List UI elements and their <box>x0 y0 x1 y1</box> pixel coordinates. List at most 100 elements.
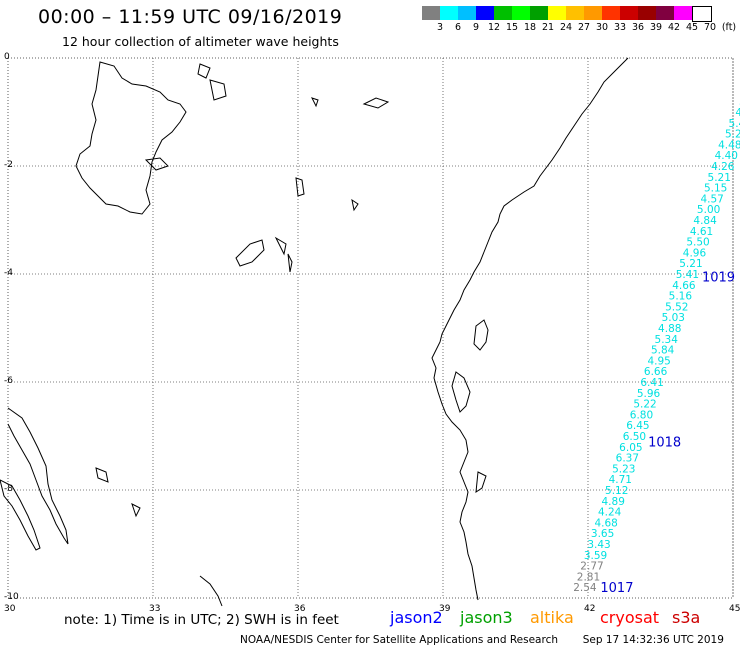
swh-value: 5.4 <box>729 118 740 130</box>
colorbar-swatch <box>674 6 692 20</box>
colorbar-swatch <box>620 6 638 20</box>
lake-tanganyika-west <box>0 479 41 551</box>
swh-value: 5.41 <box>676 269 699 281</box>
swh-value: 6.66 <box>644 366 668 378</box>
colorbar-label: 15 <box>505 22 519 33</box>
satellite-legend-entry: jason3 <box>460 608 513 627</box>
small-lake <box>209 79 227 101</box>
swh-value: 4.71 <box>609 474 632 486</box>
colorbar-swatch <box>440 6 458 20</box>
small-lake <box>295 177 305 197</box>
swh-value: 3.59 <box>584 550 607 562</box>
colorbar-swatch <box>656 6 674 20</box>
colorbar-swatch <box>692 6 712 22</box>
swh-value: 4.96 <box>683 247 707 259</box>
swh-value: 4.68 <box>594 517 617 529</box>
colorbar-swatch <box>512 6 530 20</box>
small-lake <box>351 198 359 212</box>
lake-victoria <box>75 61 187 215</box>
swh-value: 6.41 <box>640 377 663 389</box>
satellite-legend-entry: cryosat <box>600 608 660 627</box>
zanzibar-island <box>451 371 471 413</box>
colorbar-label: 18 <box>523 22 537 33</box>
small-lake <box>311 97 319 108</box>
colorbar-label: 30 <box>595 22 609 33</box>
x-tick-label: 36 <box>294 604 306 614</box>
swh-value: 5. <box>739 96 740 108</box>
colorbar: 3 6 9 12 15 18 21 24 27 30 33 36 39 42 45 70 (ft) <box>0 0 740 40</box>
pass-number-label: 1017 <box>600 581 633 596</box>
lake-rukwa <box>235 239 265 267</box>
y-tick-label: -2 <box>4 160 13 170</box>
swh-value: 5.21 <box>679 258 702 270</box>
y-tick-label: -4 <box>4 268 13 278</box>
swh-value: 5.2 <box>725 129 740 141</box>
swh-value: 4.40 <box>715 150 738 162</box>
swh-value: 4.26 <box>711 161 735 173</box>
pemba-island <box>473 319 489 351</box>
swh-track: 5.4.5.45.24.484.404.265.215.154.575.004.… <box>573 96 740 596</box>
colorbar-label: 27 <box>577 22 591 33</box>
lat-lon-grid <box>7 57 734 599</box>
credit-line: NOAA/NESDIS Center for Satellite Applica… <box>240 634 724 646</box>
satellite-legend-entry: jason2 <box>390 608 443 627</box>
y-tick-label: -10 <box>4 592 19 602</box>
swh-value: 5.22 <box>633 399 656 411</box>
footer-note: note: 1) Time is in UTC; 2) SWH is in fe… <box>64 612 339 628</box>
swh-value: 5.03 <box>662 312 685 324</box>
swh-value: 5.15 <box>704 183 727 195</box>
swh-value: 4.57 <box>700 193 723 205</box>
colorbar-label: 12 <box>487 22 501 33</box>
swh-value: 3.65 <box>591 528 614 540</box>
colorbar-label: 24 <box>559 22 573 33</box>
colorbar-swatch <box>584 6 602 20</box>
colorbar-label: 21 <box>541 22 555 33</box>
swh-value: 4.66 <box>672 280 696 292</box>
credit-timestamp: Sep 17 14:32:36 UTC 2019 <box>582 634 724 646</box>
satellite-legend-entry: altika <box>530 608 574 627</box>
swh-value: 6.45 <box>626 420 649 432</box>
swh-value: 5.50 <box>686 237 709 249</box>
x-tick-label: 45 <box>729 604 740 614</box>
swh-value: 2.77 <box>580 561 603 573</box>
map-subtitle: 12 hour collection of altimeter wave hei… <box>62 34 339 49</box>
colorbar-label: 45 <box>685 22 699 33</box>
colorbar-label: 3 <box>436 22 444 33</box>
swh-value: 5.21 <box>708 172 731 184</box>
lake-tanganyika <box>7 407 69 545</box>
ukerewe-island <box>144 157 169 171</box>
small-lake <box>197 63 211 79</box>
swh-value: 6.05 <box>619 442 642 454</box>
colorbar-swatch <box>638 6 656 20</box>
x-tick-label: 39 <box>439 604 451 614</box>
colorbar-swatch <box>476 6 494 20</box>
coastline <box>0 57 629 607</box>
swh-value: 5.84 <box>651 345 675 357</box>
colorbar-label: 39 <box>649 22 663 33</box>
satellite-legend-entry: s3a <box>672 608 701 627</box>
swh-value: 5.12 <box>605 485 628 497</box>
colorbar-swatch <box>602 6 620 20</box>
lake-malawi <box>199 575 223 607</box>
y-tick-label: 0 <box>4 52 10 62</box>
swh-value: 4. <box>735 107 740 119</box>
colorbar-unit: (ft) <box>721 22 737 33</box>
small-lake <box>95 467 109 483</box>
africa-coastline <box>431 57 629 601</box>
swh-value: 4.89 <box>602 496 625 508</box>
colorbar-swatch <box>530 6 548 20</box>
swh-value: 4.88 <box>658 323 681 335</box>
swh-value: 5.00 <box>697 204 720 216</box>
colorbar-label: 9 <box>472 22 480 33</box>
colorbar-label: 70 <box>703 22 717 33</box>
colorbar-label: 6 <box>454 22 462 33</box>
small-lake <box>287 253 293 273</box>
swh-value: 4.95 <box>647 355 670 367</box>
pass-number-label: 1019 <box>702 271 735 286</box>
colorbar-swatch <box>458 6 476 20</box>
swh-value: 6.37 <box>616 453 639 465</box>
mafia-island <box>475 471 487 494</box>
swh-value: 3.43 <box>587 539 610 551</box>
small-lake <box>131 503 141 518</box>
